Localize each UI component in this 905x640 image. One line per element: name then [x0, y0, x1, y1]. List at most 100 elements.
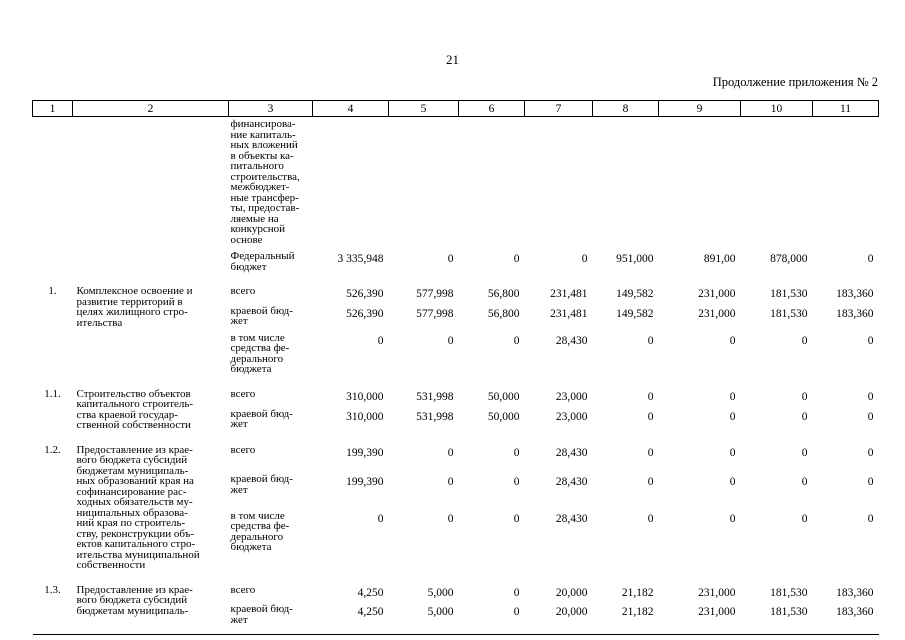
value-cell: 0: [867, 410, 874, 423]
value-cell: 0: [729, 512, 736, 525]
value-cell: 183,360: [836, 586, 874, 599]
column-number-header: 2: [72, 100, 229, 117]
row-label: краевой бюд- жет: [230, 304, 293, 327]
table-row: в том числе средства фе- дерального бюдж…: [33, 510, 879, 577]
value-cell: 20,000: [555, 606, 588, 618]
value-cell: 0: [867, 253, 874, 265]
table-row: 1. Комплексное освоение и развитие террит…: [33, 278, 879, 328]
value-cell: 0: [377, 334, 384, 347]
value-cell: 0: [801, 476, 808, 489]
table-row: краевой бюд- жет 4,250 5,000 0 20,000 21,182 2…: [33, 604, 879, 631]
value-cell: 0: [867, 446, 874, 459]
value-cell: 181,530: [770, 606, 808, 618]
value-cell: 0: [801, 410, 808, 423]
continuation-note: Продолжение приложения № 2: [712, 75, 878, 89]
value-cell: 0: [729, 334, 736, 347]
column-number-header: 7: [524, 100, 593, 117]
column-number-header: 10: [740, 100, 813, 117]
table-header-row: 1 2 3 4 5 6 7 8 9 10 11: [32, 100, 879, 117]
row-label: Федеральный бюджет: [230, 250, 295, 273]
row-number: 1.2.: [44, 443, 61, 456]
value-cell: 0: [647, 512, 654, 525]
value-cell: 231,000: [698, 288, 736, 300]
value-cell: 231,481: [550, 288, 588, 300]
value-cell: [741, 117, 813, 252]
column-number-header: 9: [658, 100, 741, 117]
value-cell: 577,998: [416, 288, 454, 300]
value-cell: 0: [513, 446, 520, 459]
value-cell: 183,360: [836, 606, 874, 618]
value-cell: 0: [867, 512, 874, 525]
column-number-header: 5: [388, 100, 459, 117]
value-cell: 0: [447, 476, 454, 489]
value-cell: 0: [581, 253, 588, 265]
table-row: 1.2. Предоставление из крае- вого бюджета…: [33, 437, 879, 571]
value-cell: 0: [513, 253, 520, 265]
budget-table: 1 2 3 4 5 6 7 8 9 10 11 финансирова- ние капиталь-…: [32, 100, 879, 635]
value-cell: 951,000: [616, 253, 654, 265]
value-cell: 181,530: [770, 307, 808, 320]
value-cell: 310,000: [346, 390, 384, 403]
table-row: 1.3. Предоставление из крае- вого бюджета…: [33, 577, 879, 616]
table-row: 1.1. Строительство объектов капитального …: [33, 381, 879, 431]
value-cell: 21,182: [621, 586, 654, 599]
value-cell: 531,998: [416, 390, 454, 403]
value-cell: 0: [867, 334, 874, 347]
column-number-header: 3: [228, 100, 313, 117]
value-cell: 0: [647, 390, 654, 403]
value-cell: 28,430: [555, 334, 588, 347]
value-cell: 183,360: [836, 307, 874, 320]
value-cell: 0: [447, 253, 454, 265]
value-cell: 5,000: [427, 586, 454, 599]
value-cell: 28,430: [555, 446, 588, 459]
value-cell: 50,000: [487, 390, 520, 403]
value-cell: 199,390: [346, 446, 384, 459]
column-number-header: 1: [32, 100, 73, 117]
value-cell: 0: [447, 334, 454, 347]
value-cell: 0: [801, 390, 808, 403]
value-cell: 20,000: [555, 586, 588, 599]
value-cell: [813, 117, 879, 252]
row-number: 1.3.: [44, 583, 61, 596]
value-cell: 149,582: [616, 288, 654, 300]
value-cell: 577,998: [416, 307, 454, 320]
value-cell: 0: [647, 476, 654, 489]
value-cell: [593, 117, 659, 252]
value-cell: 0: [801, 446, 808, 459]
carryover-row: финансирова- ние капиталь- ных вложений …: [33, 117, 879, 252]
row-label: всего: [230, 443, 256, 456]
row-label: краевой бюд- жет: [230, 603, 293, 626]
value-cell: [659, 117, 741, 252]
row-name: [73, 117, 229, 279]
value-cell: 231,000: [698, 606, 736, 618]
value-cell: 0: [729, 390, 736, 403]
value-cell: 28,430: [555, 512, 588, 525]
value-cell: 231,481: [550, 307, 588, 320]
value-cell: 0: [513, 512, 520, 525]
value-cell: 0: [513, 476, 520, 489]
value-cell: 199,390: [346, 476, 384, 489]
value-cell: 0: [513, 586, 520, 599]
value-cell: 0: [801, 334, 808, 347]
value-cell: 23,000: [555, 410, 588, 423]
value-cell: 231,000: [698, 586, 736, 599]
row-name: Предоставление из крае- вого бюджета суб…: [76, 583, 193, 617]
column-number-header: 8: [592, 100, 659, 117]
value-cell: [525, 117, 593, 252]
row-label: всего: [230, 285, 256, 297]
value-cell: 0: [513, 606, 520, 618]
row-label: краевой бюд- жет: [230, 407, 293, 431]
value-cell: 0: [647, 446, 654, 459]
value-cell: 149,582: [616, 307, 654, 320]
value-cell: [313, 117, 389, 252]
value-cell: 5,000: [427, 606, 454, 618]
row-label: финансирова- ние капиталь- ных вложений …: [230, 118, 300, 246]
row-label: всего: [230, 387, 256, 400]
value-cell: 310,000: [346, 410, 384, 423]
page-cut-line: [32, 631, 879, 635]
value-cell: 0: [647, 410, 654, 423]
value-cell: 183,360: [836, 288, 874, 300]
value-cell: 23,000: [555, 390, 588, 403]
row-number: 1.: [48, 285, 57, 297]
